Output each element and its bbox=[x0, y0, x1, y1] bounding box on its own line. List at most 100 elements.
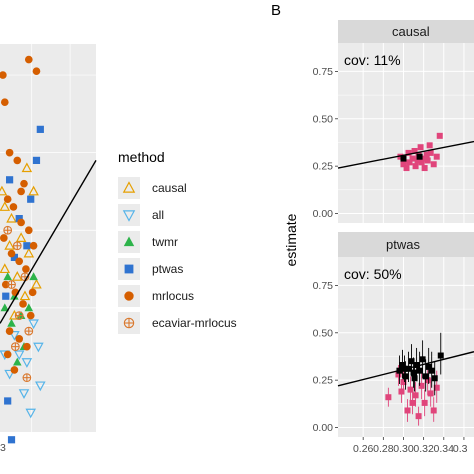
highlight-point bbox=[406, 159, 413, 166]
point-mrlocus bbox=[3, 350, 12, 359]
highlight-point bbox=[424, 377, 431, 384]
point-twmr bbox=[29, 272, 38, 281]
point-causal bbox=[0, 201, 11, 211]
point-causal bbox=[4, 240, 15, 250]
facet-ptwas-fit-line bbox=[337, 351, 474, 387]
point-mrlocus bbox=[0, 71, 7, 79]
y-tick-label: 0.00 bbox=[313, 422, 334, 434]
highlight-point bbox=[430, 161, 437, 168]
point-mrlocus bbox=[22, 265, 30, 273]
facet-causal-strip-label: causal bbox=[392, 24, 430, 39]
black-point bbox=[437, 352, 444, 359]
point-twmr bbox=[13, 357, 22, 366]
point-ecaviar-mrlocus bbox=[14, 311, 24, 320]
highlight-point bbox=[407, 386, 414, 393]
black-point bbox=[425, 363, 432, 370]
point-mrlocus bbox=[28, 288, 37, 297]
highlight-point bbox=[400, 379, 407, 386]
point-ptwas bbox=[36, 125, 44, 133]
point-ptwas bbox=[6, 176, 14, 184]
facet-causal-coverage: cov: 11% bbox=[344, 52, 401, 68]
point-all bbox=[25, 408, 37, 419]
facet-ptwas-strip bbox=[338, 232, 474, 257]
point-mrlocus bbox=[32, 67, 41, 75]
point-causal bbox=[0, 185, 8, 196]
highlight-point bbox=[430, 407, 437, 414]
legend-key-background bbox=[118, 204, 140, 226]
highlight-point bbox=[427, 390, 434, 397]
x-tick-label: 0.26 bbox=[353, 443, 374, 455]
point-causal bbox=[19, 290, 31, 301]
point-mrlocus bbox=[9, 203, 18, 211]
point-ecaviar-mrlocus bbox=[3, 225, 13, 235]
legend: method causal all twmr ptwas mrlocus ecaviar-… bbox=[118, 149, 237, 334]
highlight-point bbox=[417, 144, 424, 151]
highlight-point bbox=[420, 155, 427, 162]
y-tick-label: 0.00 bbox=[313, 208, 334, 220]
legend-marker-ecaviar-mrlocus bbox=[123, 317, 135, 329]
point-mrlocus bbox=[7, 249, 16, 258]
panel-a-fit-line bbox=[0, 160, 97, 324]
x-tick-label: 0.34 bbox=[434, 443, 455, 455]
black-point bbox=[410, 369, 417, 376]
highlight-point bbox=[403, 165, 410, 172]
legend-label-ecaviar-mrlocus: ecaviar-mrlocus bbox=[152, 316, 237, 330]
facet-causal-points bbox=[397, 132, 443, 172]
point-mrlocus bbox=[10, 366, 19, 374]
legend-label-twmr: twmr bbox=[152, 235, 178, 249]
black-point bbox=[428, 367, 435, 374]
panel-a-points bbox=[0, 55, 46, 444]
point-twmr bbox=[7, 318, 16, 327]
highlight-point bbox=[412, 392, 419, 399]
point-causal bbox=[0, 263, 11, 274]
black-point bbox=[416, 367, 423, 374]
highlight-point bbox=[418, 159, 425, 166]
x-tick-label: 0.30 bbox=[393, 443, 414, 455]
highlight-point bbox=[412, 163, 419, 170]
y-tick-label: 0.25 bbox=[313, 375, 334, 387]
point-mrlocus bbox=[23, 342, 31, 351]
highlight-point bbox=[409, 399, 416, 406]
point-ptwas bbox=[10, 253, 18, 261]
legend-marker-twmr bbox=[123, 236, 135, 247]
facet-ptwas: ptwas cov: 50% 0.00 0.25 0.50 0.75 0.26 0.28… bbox=[313, 232, 474, 455]
highlight-point bbox=[436, 132, 443, 139]
highlight-point bbox=[404, 407, 411, 414]
highlight-point bbox=[395, 371, 402, 378]
panel-b-letter: B bbox=[271, 2, 281, 19]
legend-marker-ptwas bbox=[124, 264, 134, 274]
legend-item-mrlocus: mrlocus bbox=[118, 285, 194, 307]
point-causal bbox=[9, 309, 20, 320]
legend-marker-all bbox=[122, 210, 136, 222]
highlight-point bbox=[385, 394, 392, 401]
point-ptwas bbox=[4, 397, 12, 405]
highlight-point bbox=[423, 151, 430, 158]
point-causal bbox=[6, 212, 17, 223]
legend-item-causal: causal bbox=[118, 177, 187, 199]
point-ptwas bbox=[32, 156, 41, 164]
highlight-point bbox=[411, 148, 418, 154]
point-causal bbox=[31, 278, 42, 289]
point-mrlocus bbox=[5, 327, 14, 335]
legend-marker-causal bbox=[122, 181, 136, 193]
highlight-point bbox=[427, 149, 434, 156]
black-point bbox=[408, 358, 415, 365]
point-all bbox=[18, 389, 30, 399]
y-tick-label: 0.50 bbox=[313, 327, 334, 339]
point-ptwas bbox=[7, 436, 16, 444]
point-mrlocus bbox=[3, 195, 12, 204]
point-causal bbox=[11, 271, 23, 281]
point-all bbox=[28, 319, 39, 330]
highlight-point bbox=[409, 155, 416, 162]
legend-label-ptwas: ptwas bbox=[152, 262, 183, 276]
point-all bbox=[9, 331, 20, 341]
highlight-point bbox=[426, 142, 433, 149]
panel-a-background bbox=[0, 44, 96, 432]
point-mrlocus bbox=[29, 241, 38, 250]
highlight-point bbox=[414, 157, 421, 164]
point-mrlocus bbox=[17, 218, 25, 227]
facet-ptwas-x-ticks: 0.26 0.28 0.30 0.32 0.340.3 bbox=[353, 437, 468, 455]
legend-marker-mrlocus bbox=[124, 291, 134, 301]
point-causal bbox=[23, 247, 35, 258]
legend-item-ptwas: ptwas bbox=[118, 258, 183, 280]
